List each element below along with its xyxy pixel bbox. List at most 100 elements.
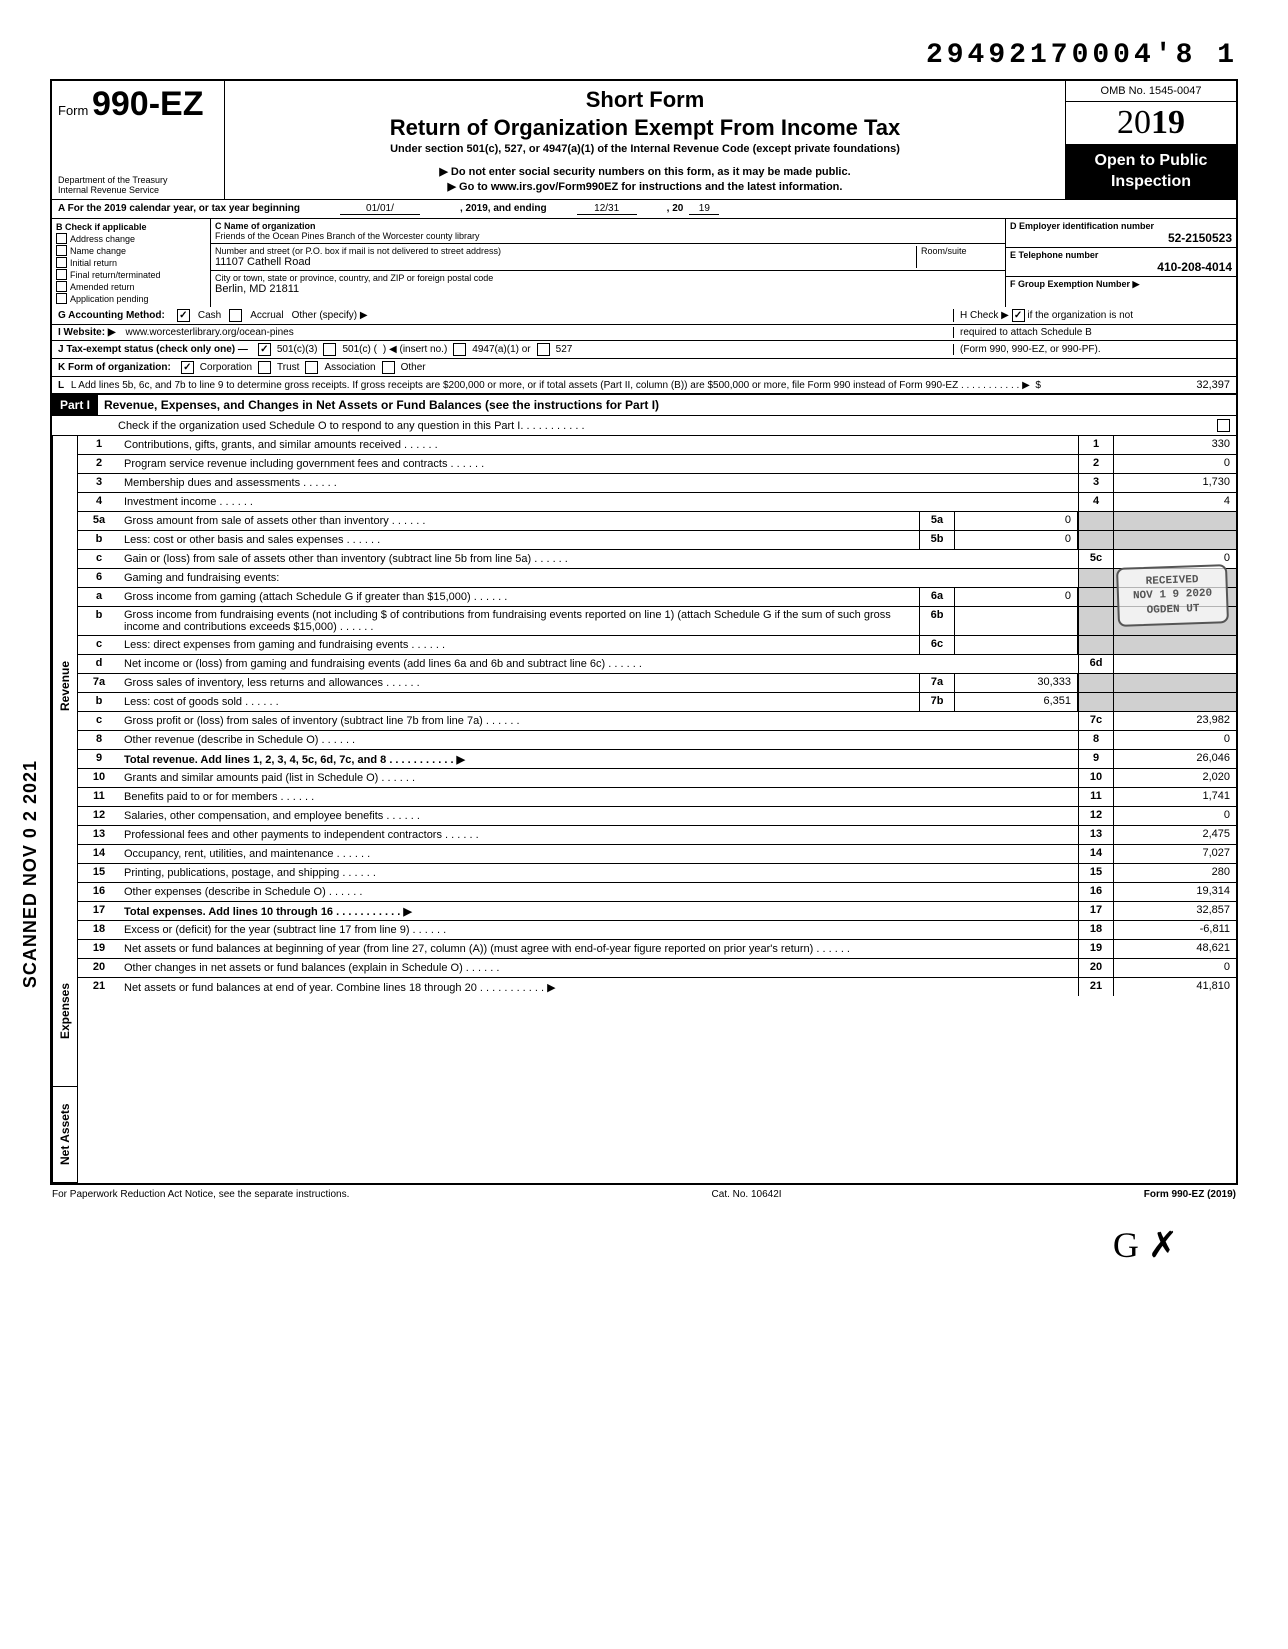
line-value[interactable]: 26,046 bbox=[1113, 750, 1236, 768]
line-box-label: 4 bbox=[1078, 493, 1113, 511]
website[interactable]: www.worcesterlibrary.org/ocean-pines bbox=[126, 327, 294, 338]
line-value[interactable]: 48,621 bbox=[1113, 940, 1236, 958]
cb-501c[interactable] bbox=[323, 343, 336, 356]
trust-label: Trust bbox=[277, 362, 299, 373]
cb-accrual[interactable] bbox=[229, 309, 242, 322]
side-revenue: Revenue bbox=[52, 436, 77, 936]
line-value[interactable]: 0 bbox=[1113, 455, 1236, 473]
line-number: 11 bbox=[78, 788, 120, 806]
cb-trust[interactable] bbox=[258, 361, 271, 374]
cb-final-return[interactable]: Final return/terminated bbox=[56, 269, 206, 280]
phone[interactable]: 410-208-4014 bbox=[1010, 260, 1232, 274]
l-text: L Add lines 5b, 6c, and 7b to line 9 to … bbox=[71, 380, 958, 391]
h-text-4: (Form 990, 990-EZ, or 990-PF). bbox=[953, 344, 1230, 355]
cb-initial-return[interactable]: Initial return bbox=[56, 257, 206, 268]
form-line-12: 12Salaries, other compensation, and empl… bbox=[78, 807, 1236, 826]
line-value[interactable] bbox=[1113, 655, 1236, 673]
line-text: Gross profit or (loss) from sales of inv… bbox=[120, 712, 1078, 730]
cb-other[interactable] bbox=[382, 361, 395, 374]
line-text: Gaming and fundraising events: bbox=[120, 569, 1078, 587]
line-value[interactable]: 23,982 bbox=[1113, 712, 1236, 730]
stamp-date: NOV 1 9 2020 bbox=[1133, 587, 1213, 604]
line-text: Occupancy, rent, utilities, and maintena… bbox=[120, 845, 1078, 863]
cb-schedule-o[interactable] bbox=[1217, 419, 1230, 432]
mini-box-value[interactable]: 6,351 bbox=[955, 693, 1078, 711]
line-value[interactable]: 1,741 bbox=[1113, 788, 1236, 806]
line-value[interactable]: 0 bbox=[1113, 959, 1236, 977]
side-netassets: Net Assets bbox=[52, 1087, 77, 1183]
line-text: Less: direct expenses from gaming and fu… bbox=[120, 636, 919, 654]
line-number: 14 bbox=[78, 845, 120, 863]
line-value[interactable]: 32,857 bbox=[1113, 902, 1236, 920]
form-line-c: cGain or (loss) from sale of assets othe… bbox=[78, 550, 1236, 569]
line-value[interactable]: 41,810 bbox=[1113, 978, 1236, 996]
form-line-d: dNet income or (loss) from gaming and fu… bbox=[78, 655, 1236, 674]
line-box-label: 10 bbox=[1078, 769, 1113, 787]
line-text: Gross sales of inventory, less returns a… bbox=[120, 674, 919, 692]
line-text: Gross income from fundraising events (no… bbox=[120, 607, 919, 635]
line-number: a bbox=[78, 588, 120, 606]
cb-h[interactable]: ✓ bbox=[1012, 309, 1025, 322]
end-year[interactable]: 19 bbox=[689, 203, 719, 215]
cb-assoc[interactable] bbox=[305, 361, 318, 374]
org-name[interactable]: Friends of the Ocean Pines Branch of the… bbox=[215, 231, 1001, 241]
signature: G ✗ bbox=[50, 1224, 1238, 1266]
ein[interactable]: 52-2150523 bbox=[1010, 231, 1232, 245]
city-state-zip[interactable]: Berlin, MD 21811 bbox=[215, 283, 1001, 295]
line-number: c bbox=[78, 712, 120, 730]
mini-box-value[interactable]: 0 bbox=[955, 512, 1078, 530]
mini-box-value[interactable] bbox=[955, 607, 1078, 635]
line-box-label: 11 bbox=[1078, 788, 1113, 806]
cb-501c3[interactable]: ✓ bbox=[258, 343, 271, 356]
line-value[interactable]: 330 bbox=[1113, 436, 1236, 454]
line-value[interactable]: 0 bbox=[1113, 731, 1236, 749]
cb-amended[interactable]: Amended return bbox=[56, 281, 206, 292]
mini-box-value[interactable]: 0 bbox=[955, 588, 1078, 606]
line-value[interactable]: 19,314 bbox=[1113, 883, 1236, 901]
stamp-ogden: OGDEN UT bbox=[1133, 601, 1213, 618]
cb-4947[interactable] bbox=[453, 343, 466, 356]
mini-box-value[interactable]: 0 bbox=[955, 531, 1078, 549]
year-prefix: 20 bbox=[1117, 104, 1151, 141]
side-expenses: Expenses bbox=[52, 936, 77, 1087]
g-label: G Accounting Method: bbox=[58, 310, 165, 321]
line-j: J Tax-exempt status (check only one) — ✓… bbox=[52, 341, 1236, 359]
row-a-label: A For the 2019 calendar year, or tax yea… bbox=[58, 203, 300, 215]
goto-note: ▶ Go to www.irs.gov/Form990EZ for instru… bbox=[235, 180, 1055, 193]
mini-box-label: 5b bbox=[919, 531, 955, 549]
room-suite-label: Room/suite bbox=[916, 246, 1001, 268]
cb-527[interactable] bbox=[537, 343, 550, 356]
form-line-9: 9Total revenue. Add lines 1, 2, 3, 4, 5c… bbox=[78, 750, 1236, 769]
line-value[interactable]: 1,730 bbox=[1113, 474, 1236, 492]
line-value[interactable]: 280 bbox=[1113, 864, 1236, 882]
footer-left: For Paperwork Reduction Act Notice, see … bbox=[52, 1189, 349, 1200]
cb-name-change[interactable]: Name change bbox=[56, 245, 206, 256]
line-value[interactable]: 4 bbox=[1113, 493, 1236, 511]
cb-address-change[interactable]: Address change bbox=[56, 233, 206, 244]
grey-box bbox=[1078, 636, 1113, 654]
form-line-10: 10Grants and similar amounts paid (list … bbox=[78, 769, 1236, 788]
grey-box bbox=[1078, 674, 1113, 692]
line-value[interactable]: -6,811 bbox=[1113, 921, 1236, 939]
line-number: 10 bbox=[78, 769, 120, 787]
line-value[interactable]: 2,475 bbox=[1113, 826, 1236, 844]
line-value[interactable]: 7,027 bbox=[1113, 845, 1236, 863]
begin-date[interactable]: 01/01/ bbox=[340, 203, 420, 215]
mini-box-value[interactable] bbox=[955, 636, 1078, 654]
line-box-label: 14 bbox=[1078, 845, 1113, 863]
cb-cash[interactable]: ✓ bbox=[177, 309, 190, 322]
end-month[interactable]: 12/31 bbox=[577, 203, 637, 215]
line-value[interactable]: 2,020 bbox=[1113, 769, 1236, 787]
line-box-label: 13 bbox=[1078, 826, 1113, 844]
mini-box-value[interactable]: 30,333 bbox=[955, 674, 1078, 692]
line-number: b bbox=[78, 531, 120, 549]
cb-pending[interactable]: Application pending bbox=[56, 293, 206, 304]
check-text: Check if the organization used Schedule … bbox=[118, 420, 520, 432]
line-number: 8 bbox=[78, 731, 120, 749]
line-number: 3 bbox=[78, 474, 120, 492]
form-line-3: 3Membership dues and assessments . . . .… bbox=[78, 474, 1236, 493]
line-value[interactable]: 0 bbox=[1113, 807, 1236, 825]
street-address[interactable]: 11107 Cathell Road bbox=[215, 256, 916, 268]
grey-val bbox=[1113, 674, 1236, 692]
cb-corp[interactable]: ✓ bbox=[181, 361, 194, 374]
